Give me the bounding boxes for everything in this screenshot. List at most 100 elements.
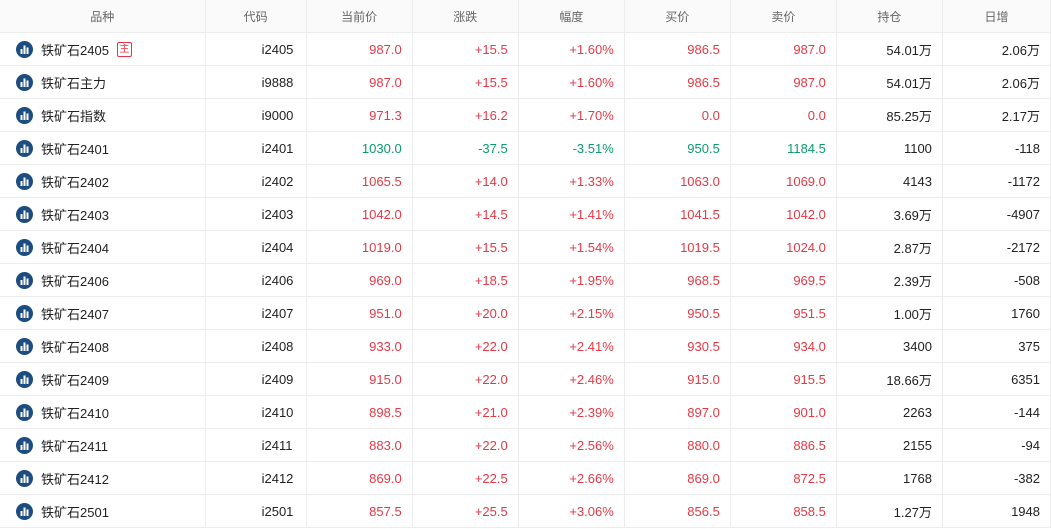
table-row[interactable]: 铁矿石2409 i2409 915.0 +22.0 +2.46% 915.0 915.5 18…: [0, 362, 1051, 396]
cell-pct: +1.41%: [518, 197, 625, 231]
chart-icon[interactable]: [16, 469, 33, 487]
cell-daily: 6351: [942, 362, 1051, 396]
cell-name[interactable]: 铁矿石2401: [0, 131, 206, 165]
cell-change: +22.0: [412, 362, 519, 396]
cell-oi: 3400: [836, 329, 943, 363]
cell-code: i2406: [205, 263, 307, 297]
cell-bid: 0.0: [624, 98, 731, 132]
chart-icon[interactable]: [16, 403, 33, 421]
contract-name: 铁矿石2409: [41, 372, 109, 388]
table-row[interactable]: 铁矿石2403 i2403 1042.0 +14.5 +1.41% 1041.5 1042.…: [0, 197, 1051, 231]
cell-bid: 986.5: [624, 65, 731, 99]
cell-name[interactable]: 铁矿石指数: [0, 98, 206, 132]
cell-name[interactable]: 铁矿石2411: [0, 428, 206, 462]
cell-name[interactable]: 铁矿石2402: [0, 164, 206, 198]
table-row[interactable]: 铁矿石2501 i2501 857.5 +25.5 +3.06% 856.5 858.5 1.…: [0, 494, 1051, 528]
chart-icon[interactable]: [16, 238, 33, 256]
cell-change: +15.5: [412, 230, 519, 264]
cell-pct: +1.60%: [518, 32, 625, 66]
table-row[interactable]: 铁矿石2402 i2402 1065.5 +14.0 +1.33% 1063.0 1069.…: [0, 164, 1051, 198]
chart-icon[interactable]: [16, 370, 33, 388]
cell-price: 883.0: [306, 428, 413, 462]
chart-icon[interactable]: [16, 304, 33, 322]
cell-change: +22.0: [412, 428, 519, 462]
cell-name[interactable]: 铁矿石2408: [0, 329, 206, 363]
cell-oi: 2155: [836, 428, 943, 462]
cell-bid: 897.0: [624, 395, 731, 429]
table-row[interactable]: 铁矿石2401 i2401 1030.0 -37.5 -3.51% 950.5 1184.5…: [0, 131, 1051, 165]
header-change[interactable]: 涨跌: [412, 0, 519, 33]
chart-icon[interactable]: [16, 436, 33, 454]
cell-daily: -118: [942, 131, 1051, 165]
cell-change: -37.5: [412, 131, 519, 165]
header-code[interactable]: 代码: [205, 0, 307, 33]
table-row[interactable]: 铁矿石主力 i9888 987.0 +15.5 +1.60% 986.5 987.0 54.0…: [0, 65, 1051, 99]
contract-name: 铁矿石2405: [41, 42, 109, 58]
table-row[interactable]: 铁矿石指数 i9000 971.3 +16.2 +1.70% 0.0 0.0 85.25万 2.…: [0, 98, 1051, 132]
cell-name[interactable]: 铁矿石主力: [0, 65, 206, 99]
chart-icon[interactable]: [16, 73, 33, 91]
chart-icon[interactable]: [16, 502, 33, 520]
cell-name[interactable]: 铁矿石2405 主: [0, 32, 206, 66]
chart-icon[interactable]: [16, 271, 33, 289]
cell-change: +21.0: [412, 395, 519, 429]
cell-name[interactable]: 铁矿石2404: [0, 230, 206, 264]
cell-ask: 934.0: [730, 329, 837, 363]
chart-icon[interactable]: [16, 40, 33, 58]
header-price[interactable]: 当前价: [306, 0, 413, 33]
cell-bid: 968.5: [624, 263, 731, 297]
cell-oi: 1768: [836, 461, 943, 495]
main-contract-badge: 主: [116, 41, 132, 57]
header-name[interactable]: 品种: [0, 0, 206, 33]
cell-bid: 915.0: [624, 362, 731, 396]
cell-ask: 1069.0: [730, 164, 837, 198]
cell-change: +14.0: [412, 164, 519, 198]
cell-ask: 901.0: [730, 395, 837, 429]
header-daily[interactable]: 日增: [942, 0, 1051, 33]
table-row[interactable]: 铁矿石2410 i2410 898.5 +21.0 +2.39% 897.0 901.0 22…: [0, 395, 1051, 429]
table-row[interactable]: 铁矿石2405 主 i2405 987.0 +15.5 +1.60% 986.5 987.0 5…: [0, 32, 1051, 66]
contract-name: 铁矿石2501: [41, 504, 109, 520]
contract-name: 铁矿石2402: [41, 174, 109, 190]
cell-pct: +2.15%: [518, 296, 625, 330]
chart-icon[interactable]: [16, 106, 33, 124]
table-row[interactable]: 铁矿石2407 i2407 951.0 +20.0 +2.15% 950.5 951.5 1.…: [0, 296, 1051, 330]
cell-ask: 872.5: [730, 461, 837, 495]
header-pct[interactable]: 幅度: [518, 0, 625, 33]
cell-ask: 886.5: [730, 428, 837, 462]
cell-change: +20.0: [412, 296, 519, 330]
cell-name[interactable]: 铁矿石2407: [0, 296, 206, 330]
cell-name[interactable]: 铁矿石2501: [0, 494, 206, 528]
chart-icon[interactable]: [16, 172, 33, 190]
cell-ask: 915.5: [730, 362, 837, 396]
header-bid[interactable]: 买价: [624, 0, 731, 33]
header-oi[interactable]: 持仓: [836, 0, 943, 33]
chart-icon[interactable]: [16, 337, 33, 355]
cell-oi: 2263: [836, 395, 943, 429]
cell-ask: 1184.5: [730, 131, 837, 165]
cell-code: i2410: [205, 395, 307, 429]
cell-name[interactable]: 铁矿石2412: [0, 461, 206, 495]
cell-bid: 950.5: [624, 131, 731, 165]
cell-ask: 987.0: [730, 32, 837, 66]
cell-name[interactable]: 铁矿石2410: [0, 395, 206, 429]
cell-ask: 858.5: [730, 494, 837, 528]
cell-name[interactable]: 铁矿石2409: [0, 362, 206, 396]
cell-pct: +1.54%: [518, 230, 625, 264]
contract-name: 铁矿石2410: [41, 405, 109, 421]
table-row[interactable]: 铁矿石2406 i2406 969.0 +18.5 +1.95% 968.5 969.5 2.…: [0, 263, 1051, 297]
cell-name[interactable]: 铁矿石2406: [0, 263, 206, 297]
table-row[interactable]: 铁矿石2408 i2408 933.0 +22.0 +2.41% 930.5 934.0 34…: [0, 329, 1051, 363]
table-row[interactable]: 铁矿石2404 i2404 1019.0 +15.5 +1.54% 1019.5 1024.…: [0, 230, 1051, 264]
table-row[interactable]: 铁矿石2411 i2411 883.0 +22.0 +2.56% 880.0 886.5 21…: [0, 428, 1051, 462]
cell-ask: 0.0: [730, 98, 837, 132]
cell-ask: 1042.0: [730, 197, 837, 231]
cell-name[interactable]: 铁矿石2403: [0, 197, 206, 231]
chart-icon[interactable]: [16, 205, 33, 223]
cell-change: +16.2: [412, 98, 519, 132]
chart-icon[interactable]: [16, 139, 33, 157]
table-row[interactable]: 铁矿石2412 i2412 869.0 +22.5 +2.66% 869.0 872.5 17…: [0, 461, 1051, 495]
header-ask[interactable]: 卖价: [730, 0, 837, 33]
